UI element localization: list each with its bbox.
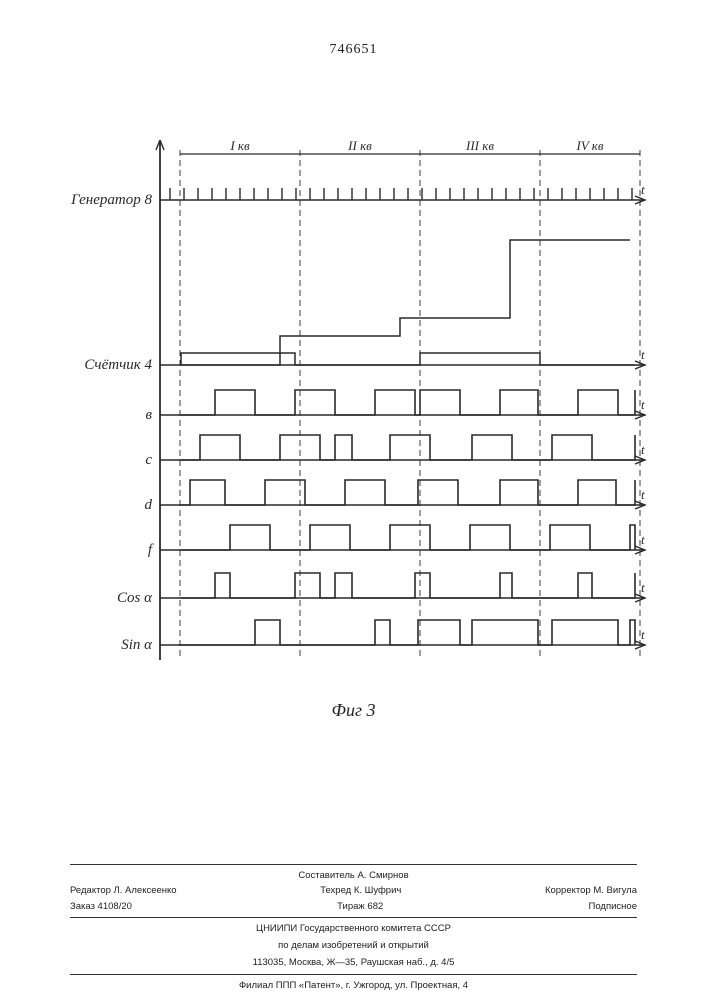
svg-text:t: t	[641, 397, 645, 412]
svg-text:f: f	[148, 542, 154, 558]
svg-text:d: d	[145, 497, 153, 513]
svg-text:IV кв: IV кв	[575, 140, 603, 153]
svg-text:Счётчик 4: Счётчик 4	[84, 357, 152, 373]
svg-text:Cos α: Cos α	[117, 590, 153, 606]
svg-text:t: t	[641, 532, 645, 547]
diagram-svg: I кв II кв III кв IV кв Генератор 8 t Счётчик …	[60, 140, 660, 670]
svg-text:t: t	[641, 182, 645, 197]
svg-text:t: t	[641, 627, 645, 642]
timing-diagram: I кв II кв III кв IV кв Генератор 8 t Счётчик …	[60, 140, 660, 670]
svg-text:Генератор 8: Генератор 8	[70, 192, 152, 208]
svg-text:t: t	[641, 487, 645, 502]
svg-text:t: t	[641, 347, 645, 362]
footer-compiler: Составитель А. Смирнов	[70, 869, 637, 882]
figure-caption: Фиг 3	[332, 700, 376, 721]
svg-text:Sin α: Sin α	[121, 637, 153, 653]
footer-signed: Подписное	[589, 900, 637, 913]
footer-addr2: Филиал ППП «Патент», г. Ужгород, ул. Про…	[70, 979, 637, 992]
footer-tirage: Тираж 682	[337, 900, 383, 913]
svg-text:с: с	[145, 452, 152, 468]
svg-text:II кв: II кв	[347, 140, 372, 153]
footer-block: Составитель А. Смирнов Редактор Л. Алекс…	[70, 860, 637, 992]
patent-number: 746651	[330, 42, 378, 58]
svg-text:t: t	[641, 580, 645, 595]
svg-text:I кв: I кв	[229, 140, 250, 153]
svg-text:t: t	[641, 442, 645, 457]
footer-corrector: Корректор М. Вигула	[545, 884, 637, 897]
footer-addr1: 113035, Москва, Ж—35, Раушская наб., д. …	[70, 956, 637, 969]
footer-tech: Техред К. Шуфрич	[320, 884, 401, 897]
svg-text:в: в	[145, 407, 152, 423]
footer-org2: по делам изобретений и открытий	[70, 939, 637, 952]
svg-text:III кв: III кв	[465, 140, 494, 153]
footer-editor: Редактор Л. Алексеенко	[70, 884, 177, 897]
footer-order: Заказ 4108/20	[70, 900, 132, 913]
footer-org1: ЦНИИПИ Государственного комитета СССР	[70, 922, 637, 935]
